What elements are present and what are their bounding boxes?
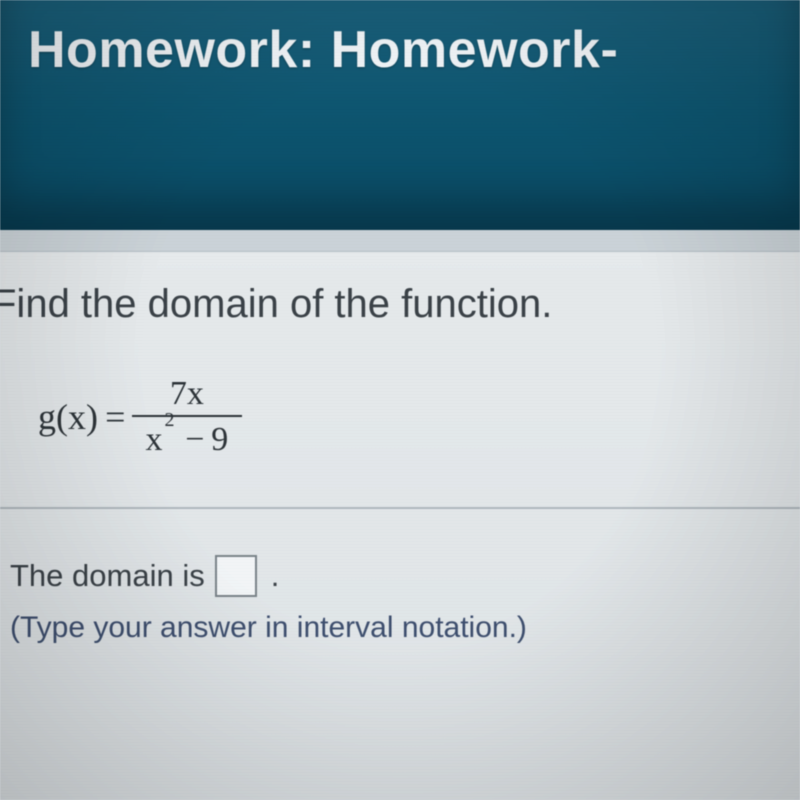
problem-prompt: Find the domain of the function. — [0, 282, 800, 327]
header-bold: Homework- — [331, 21, 619, 79]
assignment-header: Homework: Homework- — [0, 0, 800, 230]
fraction: 7x x2 − 9 — [132, 375, 243, 459]
answer-period: . — [271, 558, 280, 594]
equation-lhs: g(x) = — [38, 396, 126, 438]
answer-line: The domain is . — [10, 555, 800, 597]
denom-rest: − 9 — [179, 421, 229, 459]
answer-input[interactable] — [215, 555, 257, 597]
denom-exponent: 2 — [165, 409, 175, 432]
equation: g(x) = 7x x2 − 9 — [38, 375, 800, 459]
header-title: Homework: Homework- — [28, 21, 618, 79]
header-prefix: Homework: — [28, 21, 331, 79]
numerator: 7x — [148, 375, 226, 415]
answer-hint: (Type your answer in interval notation.) — [10, 611, 800, 645]
answer-lead: The domain is — [10, 558, 205, 594]
section-divider — [0, 507, 800, 509]
header-gap — [0, 230, 800, 252]
denominator: x2 − 9 — [132, 417, 243, 459]
answer-block: The domain is . (Type your answer in int… — [10, 555, 800, 645]
denom-base: x — [146, 421, 163, 459]
problem-panel: Find the domain of the function. g(x) = … — [0, 252, 800, 800]
